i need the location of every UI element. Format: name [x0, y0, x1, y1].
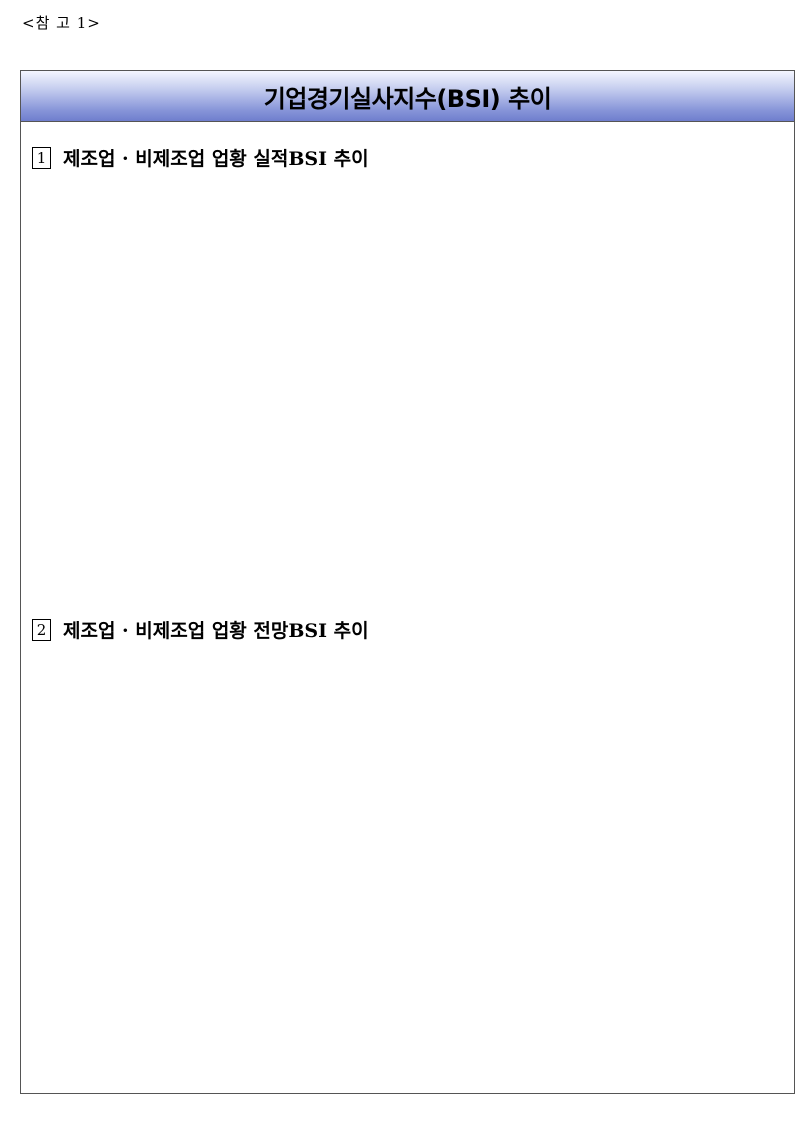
- section-2-number: 2: [32, 618, 51, 641]
- section-1-number: 1: [32, 146, 51, 169]
- reference-label: <참 고 1>: [22, 14, 101, 32]
- section-1-heading: 1 제조업 · 비제조업 업황 실적BSI 추이: [32, 144, 369, 171]
- content-frame: [20, 70, 795, 1094]
- section-2-title: 제조업 · 비제조업 업황 전망BSI 추이: [63, 620, 369, 642]
- section-1-title: 제조업 · 비제조업 업황 실적BSI 추이: [63, 148, 369, 170]
- banner-title: 기업경기실사지수(BSI) 추이: [263, 84, 552, 113]
- title-banner: 기업경기실사지수(BSI) 추이: [20, 70, 795, 122]
- section-2-heading: 2 제조업 · 비제조업 업황 전망BSI 추이: [32, 616, 369, 643]
